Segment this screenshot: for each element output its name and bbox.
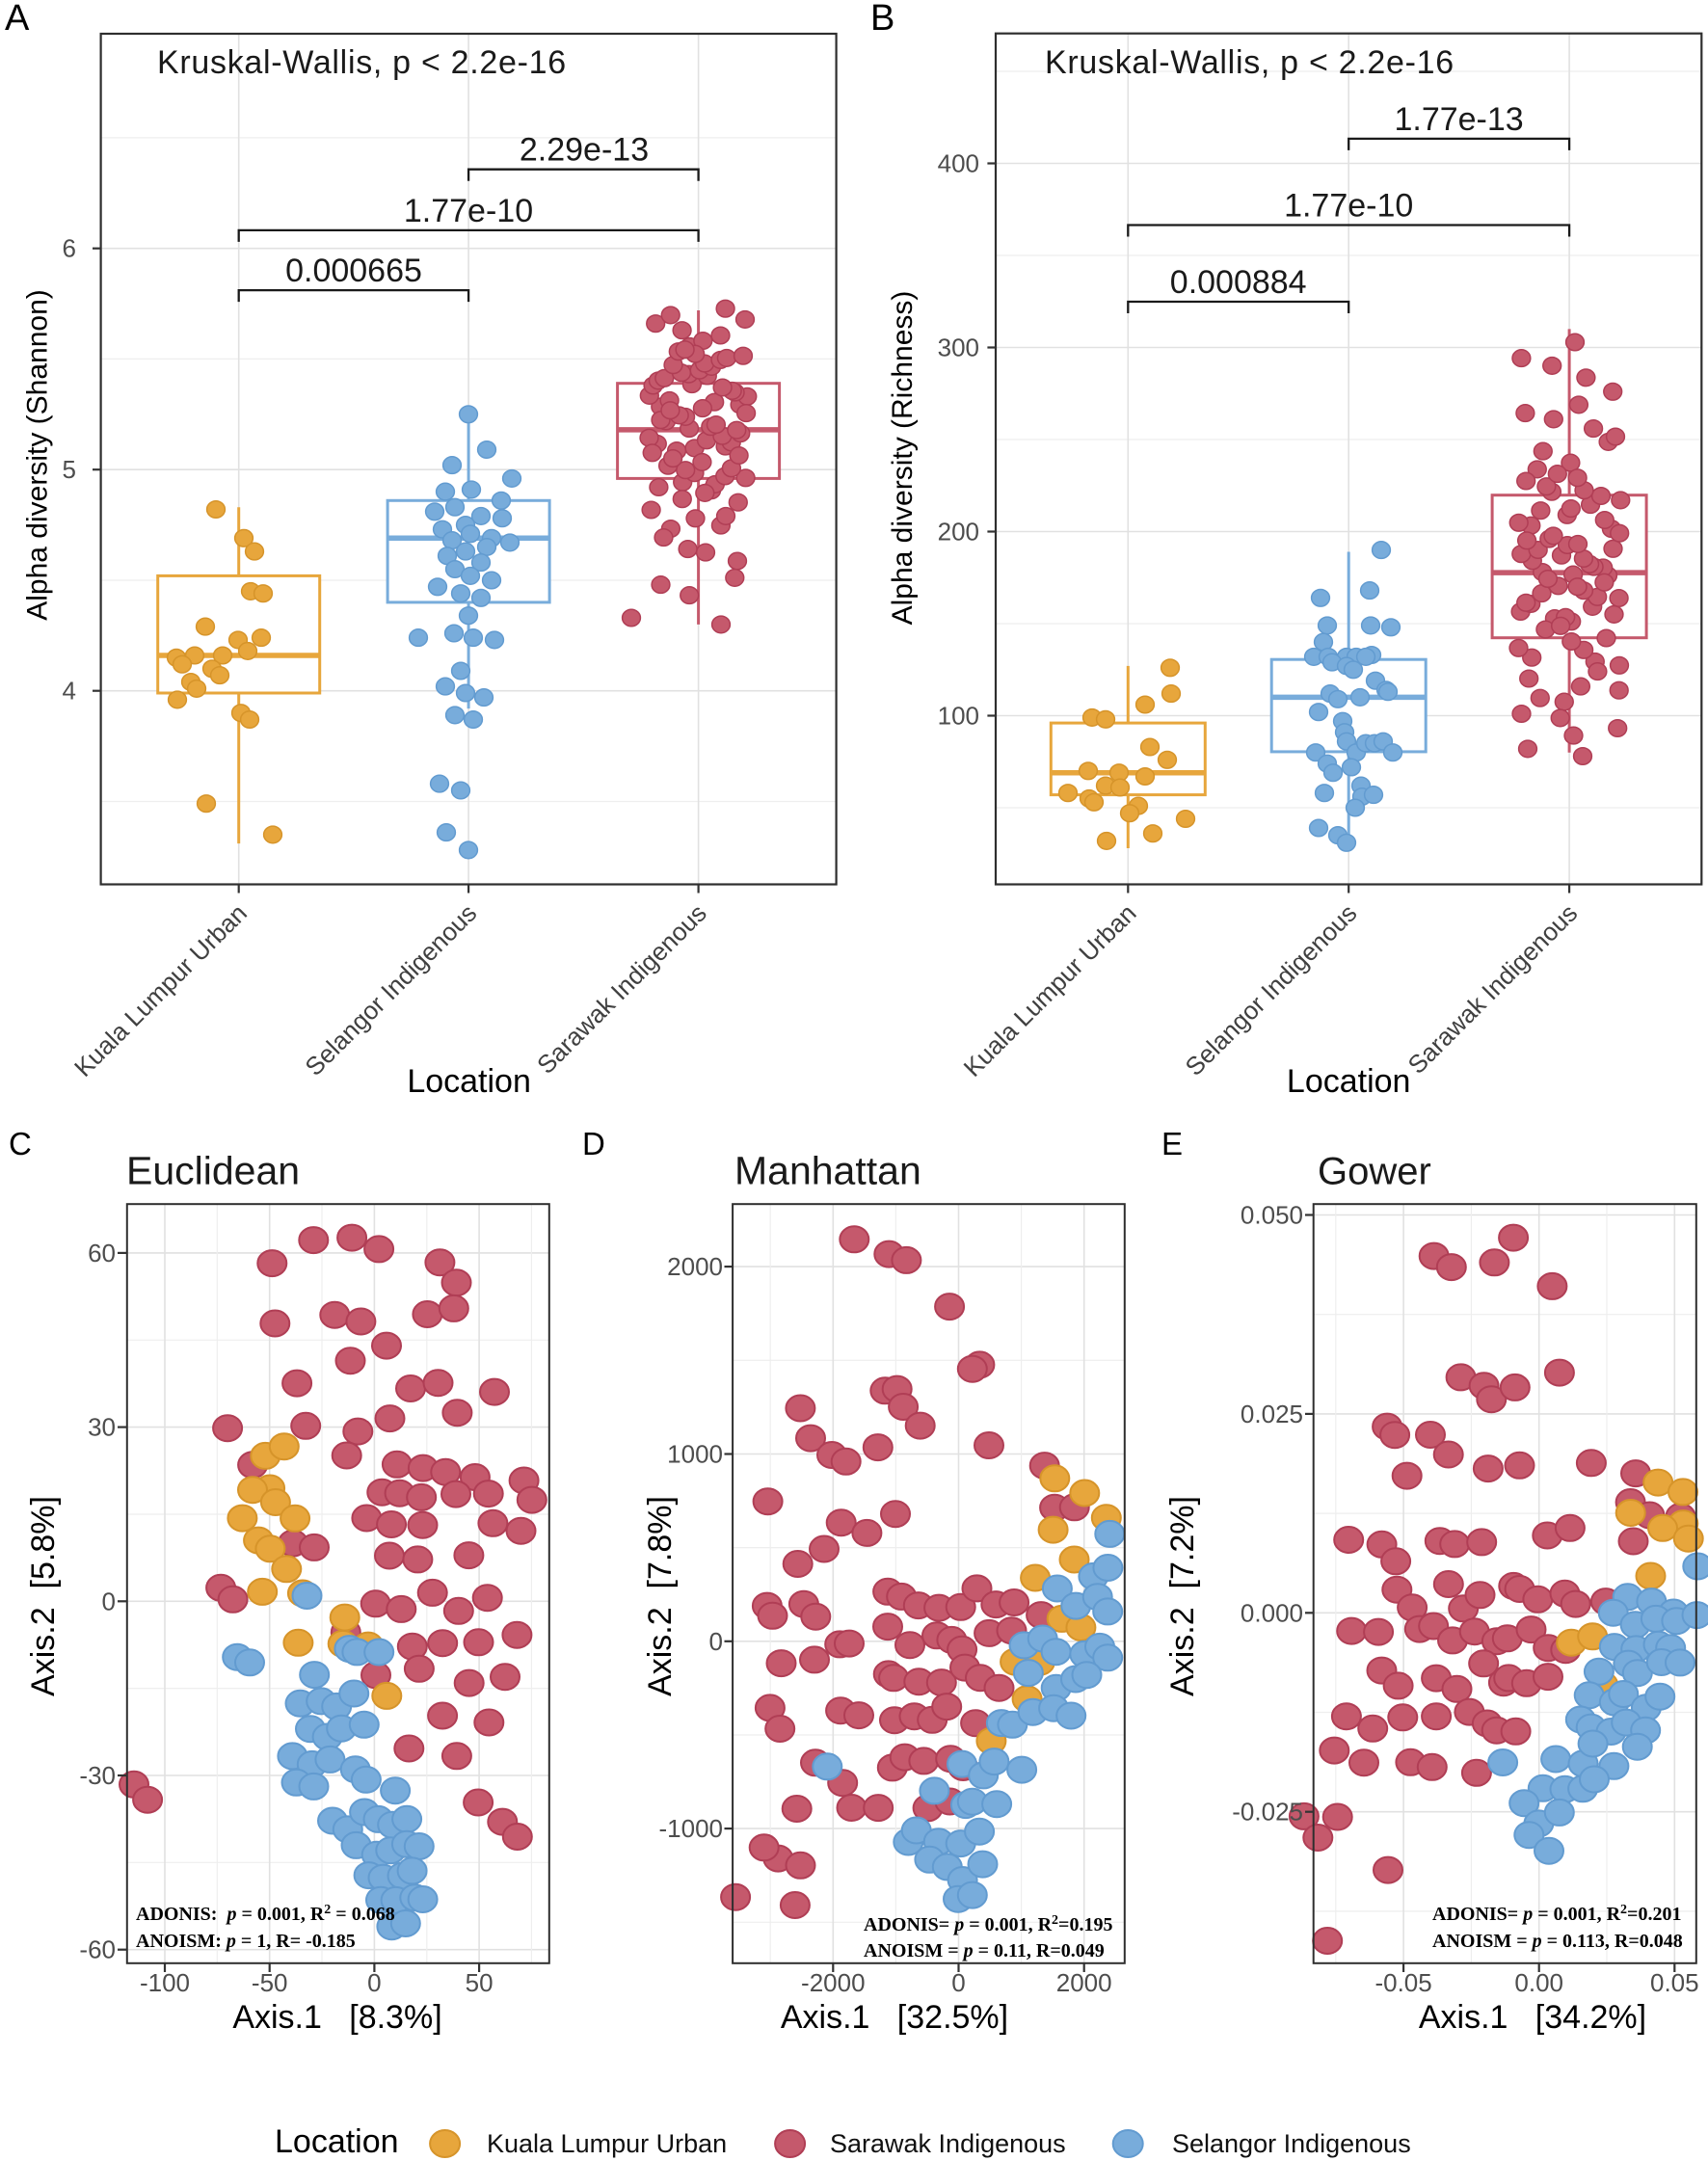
svg-text:400: 400: [938, 149, 979, 178]
svg-text:-50: -50: [252, 1968, 288, 1997]
svg-text:0.025: 0.025: [1241, 1400, 1303, 1428]
svg-text:Axis.1 [8.3%]: Axis.1 [8.3%]: [232, 1999, 441, 2036]
svg-text:200: 200: [938, 518, 979, 547]
svg-text:5: 5: [63, 455, 76, 484]
svg-text:Euclidean: Euclidean: [126, 1149, 300, 1193]
svg-text:-30: -30: [79, 1761, 116, 1790]
svg-text:0.00: 0.00: [1514, 1968, 1563, 1997]
svg-text:50: 50: [466, 1968, 494, 1997]
svg-text:0.000665: 0.000665: [285, 253, 422, 289]
svg-text:1000: 1000: [667, 1440, 723, 1469]
svg-text:0: 0: [709, 1627, 723, 1656]
svg-text:100: 100: [938, 702, 979, 731]
svg-text:Alpha diversity (Richness): Alpha diversity (Richness): [887, 291, 919, 626]
svg-text:C: C: [9, 1126, 32, 1161]
svg-text:D: D: [582, 1126, 605, 1161]
svg-text:-1000: -1000: [659, 1814, 724, 1843]
svg-text:Location: Location: [407, 1063, 531, 1100]
svg-text:ADONIS= p = 0.001, R2=0.201: ADONIS= p = 0.001, R2=0.201: [1432, 1903, 1681, 1926]
svg-text:Axis.2 [5.8%]: Axis.2 [5.8%]: [25, 1496, 62, 1696]
svg-text:ANOISM = p = 0.113, R=0.048: ANOISM = p = 0.113, R=0.048: [1432, 1931, 1683, 1952]
svg-text:Gower: Gower: [1318, 1151, 1431, 1193]
svg-text:0: 0: [367, 1968, 381, 1997]
svg-text:Axis.2 [7.2%]: Axis.2 [7.2%]: [1164, 1496, 1201, 1696]
svg-text:ANOISM: p = 1, R= -0.185: ANOISM: p = 1, R= -0.185: [136, 1931, 356, 1952]
svg-text:0: 0: [102, 1587, 116, 1615]
svg-text:0: 0: [951, 1968, 965, 1997]
svg-text:Sarawak Indigenous: Sarawak Indigenous: [830, 2129, 1066, 2158]
svg-text:Axis.2 [7.8%]: Axis.2 [7.8%]: [642, 1496, 679, 1696]
svg-text:-2000: -2000: [801, 1968, 866, 1997]
svg-text:Location: Location: [275, 2123, 399, 2160]
svg-text:0.000884: 0.000884: [1170, 264, 1307, 301]
svg-text:Kruskal-Wallis, p < 2.2e-16: Kruskal-Wallis, p < 2.2e-16: [157, 44, 567, 81]
svg-text:B: B: [870, 0, 894, 39]
svg-text:-60: -60: [79, 1935, 116, 1964]
svg-text:Kuala Lumpur Urban: Kuala Lumpur Urban: [487, 2129, 727, 2158]
svg-text:ANOISM = p = 0.11, R=0.049: ANOISM = p = 0.11, R=0.049: [864, 1940, 1105, 1961]
svg-text:30: 30: [88, 1413, 116, 1442]
svg-text:E: E: [1161, 1126, 1183, 1161]
svg-text:1.77e-10: 1.77e-10: [404, 193, 533, 229]
svg-text:1.77e-13: 1.77e-13: [1394, 101, 1523, 138]
svg-text:60: 60: [88, 1239, 116, 1267]
svg-text:Selangor Indigenous: Selangor Indigenous: [1172, 2129, 1411, 2158]
svg-text:-0.05: -0.05: [1374, 1968, 1431, 1997]
svg-text:Kruskal-Wallis, p < 2.2e-16: Kruskal-Wallis, p < 2.2e-16: [1045, 44, 1454, 81]
svg-text:Manhattan: Manhattan: [734, 1149, 921, 1193]
svg-text:A: A: [5, 0, 30, 39]
svg-text:ADONIS= p = 0.001, R2=0.195: ADONIS= p = 0.001, R2=0.195: [864, 1913, 1112, 1936]
svg-text:Axis.1 [34.2%]: Axis.1 [34.2%]: [1419, 1999, 1646, 2036]
svg-text:Alpha diversity (Shannon): Alpha diversity (Shannon): [22, 289, 54, 621]
svg-text:300: 300: [938, 333, 979, 362]
svg-text:0.050: 0.050: [1241, 1201, 1303, 1230]
svg-text:Location: Location: [1287, 1063, 1411, 1100]
svg-text:1.77e-10: 1.77e-10: [1284, 188, 1413, 225]
svg-text:6: 6: [63, 234, 76, 263]
svg-text:2000: 2000: [667, 1252, 723, 1281]
svg-text:-0.025: -0.025: [1232, 1798, 1303, 1827]
svg-text:0.05: 0.05: [1650, 1968, 1699, 1997]
svg-text:4: 4: [63, 677, 76, 706]
svg-text:-100: -100: [140, 1968, 190, 1997]
svg-text:Axis.1 [32.5%]: Axis.1 [32.5%]: [781, 1999, 1008, 2036]
svg-text:2.29e-13: 2.29e-13: [520, 132, 649, 169]
svg-text:2000: 2000: [1056, 1968, 1112, 1997]
svg-text:ADONIS: p = 0.001, R2 = 0.068: ADONIS: p = 0.001, R2 = 0.068: [136, 1903, 395, 1926]
svg-text:0.000: 0.000: [1241, 1598, 1303, 1627]
